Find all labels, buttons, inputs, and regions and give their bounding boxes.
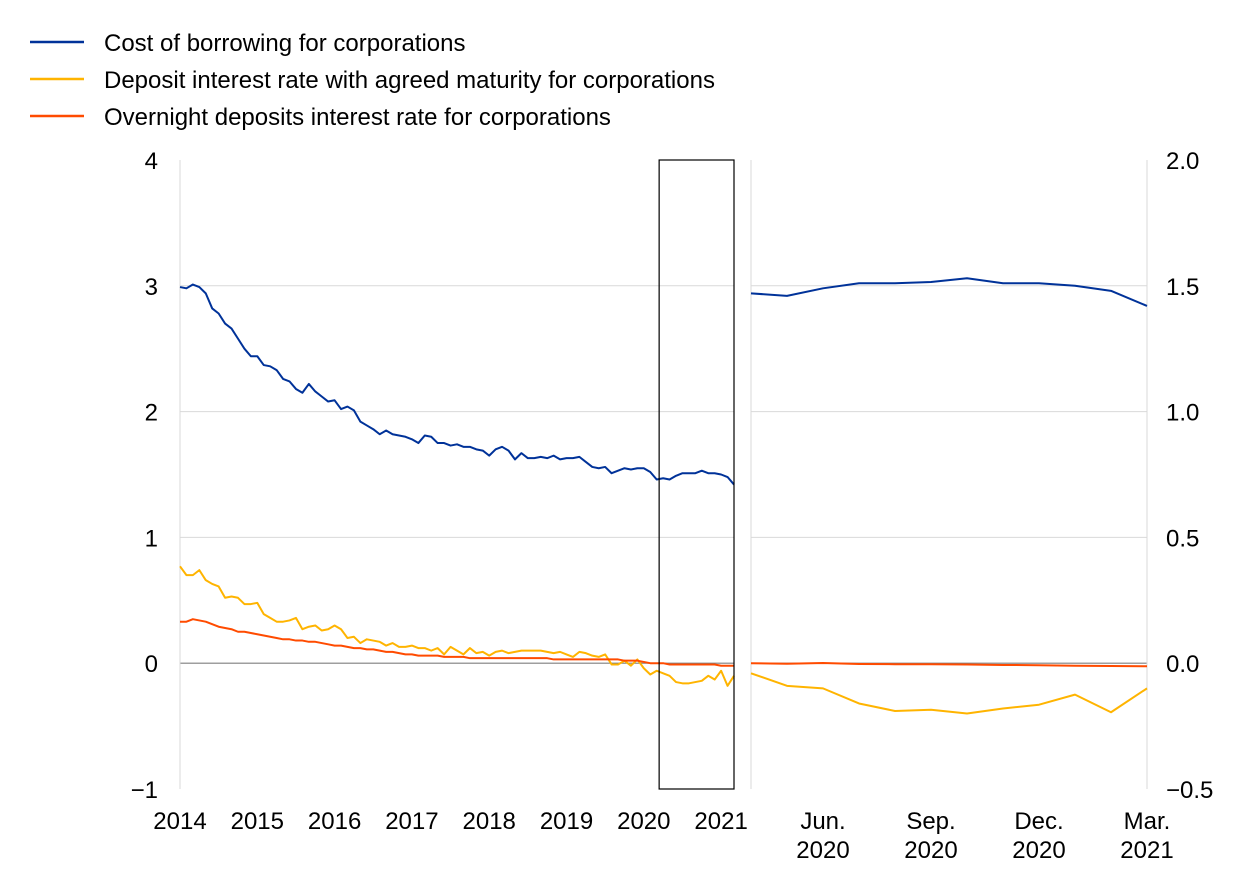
y-tick-label-right: −0.5 [1166, 777, 1213, 804]
x-tick-label-left: 2018 [463, 808, 516, 835]
x-tick-label-zoom-year: 2021 [1120, 837, 1173, 864]
x-tick-label-left: 2016 [308, 808, 361, 835]
y-tick-label-right: 1.0 [1166, 400, 1199, 427]
x-tick-label-zoom-year: 2020 [1012, 837, 1065, 864]
x-tick-label-left: 2017 [385, 808, 438, 835]
x-tick-label-zoom-month: Dec. [1014, 808, 1063, 835]
series-line-deposit-interest-rate-with-agreed-maturity-for-corporations [179, 565, 735, 687]
legend-label-overnight: Overnight deposits interest rate for cor… [104, 104, 611, 131]
series-line-cost-of-borrowing-for-corporations [179, 283, 735, 486]
x-tick-label-left: 2015 [231, 808, 284, 835]
y-tick-label-right: 1.5 [1166, 274, 1199, 301]
x-tick-label-zoom-month: Sep. [906, 808, 955, 835]
y-tick-label-left: 0 [145, 651, 158, 678]
long-run-panel: 4 3 2 1 0 −1 2014 2015 2016 2017 2018 2019 2020 2021 [131, 148, 748, 835]
x-tick-label-zoom-year: 2020 [904, 837, 957, 864]
x-tick-label-left: 2019 [540, 808, 593, 835]
x-tick-label-zoom-month: Mar. [1124, 808, 1171, 835]
x-tick-label-left: 2014 [153, 808, 206, 835]
y-tick-label-left: 3 [145, 274, 158, 301]
y-tick-label-left: 4 [145, 148, 158, 175]
x-tick-label-zoom-year: 2020 [796, 837, 849, 864]
legend: Cost of borrowing for corporations Depos… [30, 30, 715, 131]
x-tick-label-left: 2020 [617, 808, 670, 835]
series-line-overnight-deposits-interest-rate-for-corporations [180, 618, 734, 667]
x-tick-label-left: 2021 [694, 808, 747, 835]
y-tick-label-left: −1 [131, 777, 158, 804]
y-tick-label-right: 0.5 [1166, 525, 1199, 552]
x-tick-label-zoom-month: Jun. [800, 808, 845, 835]
zoom-panel: 2.01.51.00.50.0−0.5Jun.2020Sep.2020Dec.2… [750, 148, 1213, 864]
y-tick-label-right: 2.0 [1166, 148, 1199, 175]
highlight-box [658, 159, 735, 790]
legend-label-agreed-maturity: Deposit interest rate with agreed maturi… [104, 67, 715, 94]
zoom-series-line-overnight-deposits-interest-rate-for-corporations [750, 661, 1148, 668]
zoom-series-line-cost-of-borrowing-for-corporations [750, 277, 1148, 307]
y-tick-label-right: 0.0 [1166, 651, 1199, 678]
zoom-series-line-deposit-interest-rate-with-agreed-maturity-for-corporations [750, 672, 1148, 715]
y-tick-label-left: 2 [145, 400, 158, 427]
y-tick-label-left: 1 [145, 525, 158, 552]
legend-label-borrowing: Cost of borrowing for corporations [104, 30, 466, 57]
